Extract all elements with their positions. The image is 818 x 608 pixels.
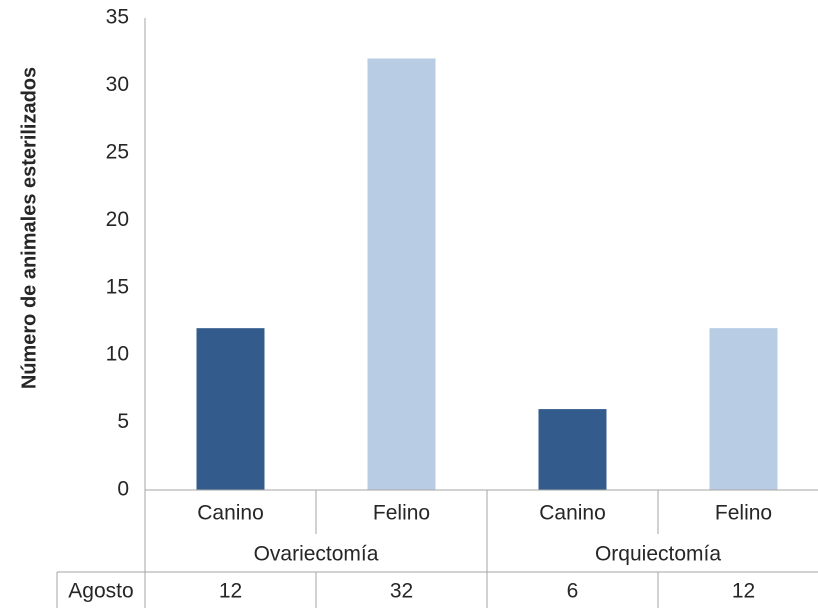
y-tick-label: 30 xyxy=(106,73,129,96)
bars xyxy=(196,58,778,490)
y-tick-label: 35 xyxy=(106,6,129,29)
series-name: Agosto xyxy=(68,580,133,603)
x-group-label: Ovariectomía xyxy=(254,543,379,566)
x-tick-label: Felino xyxy=(373,502,430,525)
x-group-label: Orquiectomía xyxy=(595,543,721,566)
bar-canino xyxy=(196,328,265,490)
data-table: Canino Felino Canino Felino Ovariectomía Orqu… xyxy=(56,18,818,608)
bar-felino xyxy=(367,58,436,490)
y-tick-label: 0 xyxy=(117,478,129,501)
x-tick-label: Canino xyxy=(539,502,606,525)
y-tick-label: 20 xyxy=(106,208,129,231)
bar-felino xyxy=(709,328,778,490)
y-axis-ticks: 0 5 10 15 20 25 30 35 xyxy=(106,6,129,501)
data-label: 32 xyxy=(390,580,413,603)
bar-canino xyxy=(538,409,607,490)
x-tick-label: Felino xyxy=(715,502,772,525)
data-label: 6 xyxy=(567,580,579,603)
y-axis-title: Número de animales esterilizados xyxy=(18,67,40,389)
y-tick-label: 10 xyxy=(106,343,129,366)
y-tick-label: 5 xyxy=(117,410,129,433)
x-tick-label: Canino xyxy=(197,502,264,525)
data-label: 12 xyxy=(732,580,755,603)
y-tick-label: 15 xyxy=(106,275,129,298)
data-label: 12 xyxy=(219,580,242,603)
y-tick-label: 25 xyxy=(106,140,129,163)
